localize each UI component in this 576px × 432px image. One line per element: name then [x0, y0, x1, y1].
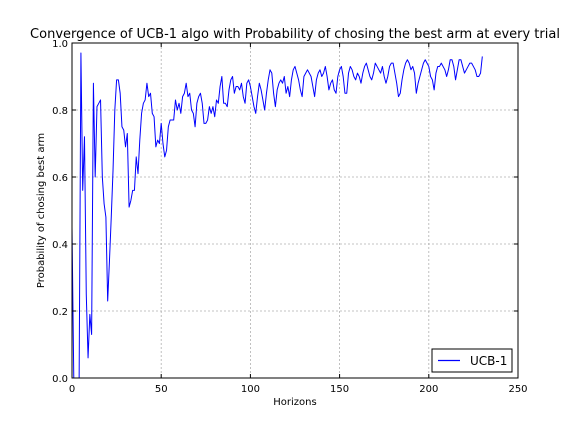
y-tick-label: 1.0 [52, 39, 68, 50]
legend-label-ucb1: UCB-1 [470, 354, 507, 368]
x-tick-label: 150 [330, 384, 349, 395]
y-tick-label: 0.2 [52, 307, 68, 318]
y-tick-label: 0.0 [52, 374, 68, 385]
x-axis-label: Horizons [273, 397, 316, 408]
x-tick-label: 100 [241, 384, 260, 395]
legend: UCB-1 [431, 348, 513, 373]
y-tick-label: 0.4 [52, 240, 68, 251]
y-tick-label: 0.8 [52, 106, 68, 117]
x-tick-label: 200 [419, 384, 438, 395]
chart-title: Convergence of UCB-1 algo with Probabili… [30, 27, 560, 42]
y-axis-label: Probability of chosing best arm [36, 133, 47, 288]
series-layer [71, 52, 483, 379]
x-tick-label: 50 [155, 384, 168, 395]
legend-box [431, 348, 513, 373]
x-tick-label: 250 [508, 384, 527, 395]
x-tick-label: 0 [69, 384, 75, 395]
axis-ticks: 0 50 100 150 200 250 0.0 0.2 0.4 0.6 0.8 1.0 [52, 39, 527, 395]
plot-frame [71, 42, 519, 379]
y-tick-label: 0.6 [52, 173, 68, 184]
series-line-ucb1 [71, 52, 483, 379]
